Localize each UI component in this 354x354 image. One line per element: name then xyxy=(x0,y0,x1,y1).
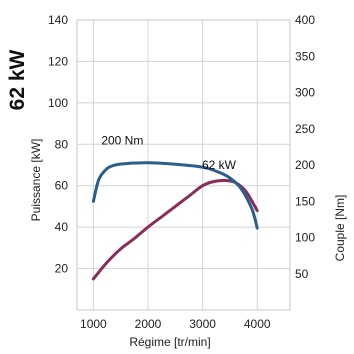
x-tick-label: 1000 xyxy=(80,317,107,331)
y-right-tick-label: 200 xyxy=(295,158,315,172)
y-left-tick-label: 40 xyxy=(55,220,69,234)
y-right-tick-label: 50 xyxy=(295,267,309,281)
power-annotation: 62 kW xyxy=(202,158,237,172)
x-axis-label: Régime [tr/min] xyxy=(129,335,210,349)
torque-annotation: 200 Nm xyxy=(101,134,143,148)
grid xyxy=(77,19,290,310)
y-right-tick-label: 400 xyxy=(295,13,315,27)
y-left-tick-label: 140 xyxy=(48,13,68,27)
y-axis-right-label: Couple [Nm] xyxy=(333,195,347,262)
plot-border xyxy=(76,19,291,311)
y-right-tick-label: 350 xyxy=(295,49,315,63)
plot-frame xyxy=(76,19,291,311)
y-axis-left-label: Puissance [kW] xyxy=(29,139,43,222)
y-left-tick-label: 120 xyxy=(48,54,68,68)
x-tick-label: 3000 xyxy=(189,317,216,331)
x-tick-label: 4000 xyxy=(244,317,271,331)
y-right-tick-label: 250 xyxy=(295,122,315,136)
x-tick-label: 2000 xyxy=(135,317,162,331)
y-left-tick-label: 60 xyxy=(55,179,69,193)
y-left-tick-label: 80 xyxy=(55,137,69,151)
y-right-tick-label: 100 xyxy=(295,231,315,245)
y-right-tick-label: 300 xyxy=(295,86,315,100)
series-layer: 62 kW 200 Nm xyxy=(91,134,259,281)
y-left-tick-label: 100 xyxy=(48,96,68,110)
ticks-layer: 20 40 60 80 100 120 140 50 100 150 200 250 300 350 400… xyxy=(48,13,315,331)
y-right-tick-label: 150 xyxy=(295,194,315,208)
chart-title: 62 kW xyxy=(6,49,29,110)
y-left-tick-label: 20 xyxy=(55,262,69,276)
torque-curve xyxy=(91,161,259,230)
